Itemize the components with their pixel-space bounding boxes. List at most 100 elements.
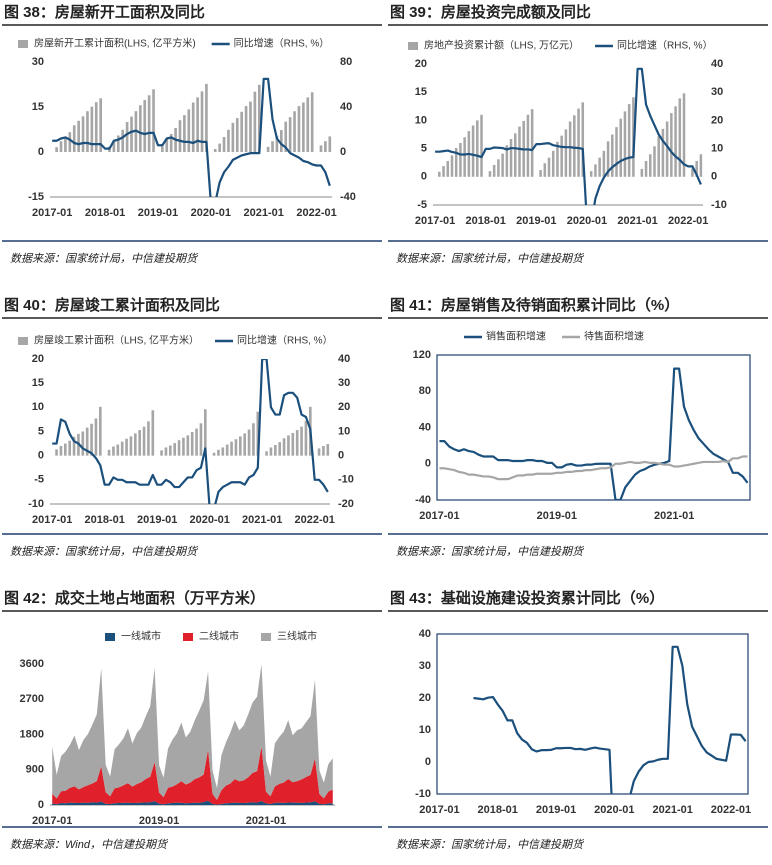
y-tick-label: 15	[32, 101, 44, 113]
bar	[178, 120, 182, 152]
line-series	[473, 645, 747, 794]
y2-tick-label: 40	[340, 101, 352, 113]
x-tick-label: 2020-01	[567, 215, 607, 227]
bar	[169, 445, 172, 456]
x-tick-label: 2021-01	[242, 514, 282, 526]
bar	[235, 118, 239, 152]
bar	[265, 451, 268, 456]
y-tick-label: 40	[419, 421, 431, 433]
y-tick-label: 120	[413, 349, 431, 361]
y-tick-label: 80	[419, 385, 431, 397]
bar	[161, 146, 164, 152]
legend-swatch	[261, 633, 271, 641]
legend-label: 二线城市	[199, 630, 239, 643]
bar	[328, 136, 332, 152]
bar	[199, 423, 203, 456]
x-tick-label: 2021-01	[617, 215, 657, 227]
plot-frame	[436, 354, 751, 501]
source-note: 数据来源：Wind，中信建投期货	[10, 838, 169, 851]
bar	[77, 120, 80, 152]
bar	[649, 154, 652, 177]
bar	[121, 129, 125, 152]
bar	[99, 98, 102, 152]
bar	[514, 133, 517, 177]
x-tick-label: 2020-01	[190, 514, 230, 526]
bar	[252, 423, 255, 456]
bar	[221, 447, 225, 456]
bar	[438, 171, 441, 177]
bar	[317, 448, 321, 456]
bar	[699, 154, 703, 177]
bar	[64, 137, 67, 152]
bar	[205, 83, 208, 152]
bar	[81, 431, 85, 456]
y-tick-label: -10	[28, 498, 44, 510]
source-note: 数据来源：国家统计局，中信建投期货	[396, 252, 585, 265]
bar	[695, 161, 698, 177]
bar	[302, 102, 305, 152]
x-tick-label: 2018-01	[478, 804, 518, 816]
bar	[271, 141, 274, 152]
bar	[543, 163, 547, 177]
bar	[142, 426, 146, 456]
plot	[473, 645, 747, 794]
bar	[256, 411, 260, 456]
bar	[564, 129, 568, 177]
area-series	[52, 746, 333, 805]
bar	[231, 122, 235, 152]
plot-frame	[436, 633, 749, 795]
bar	[116, 444, 120, 456]
x-tick-label: 2022-01	[296, 207, 336, 219]
bar	[94, 102, 98, 152]
bar	[322, 446, 325, 456]
x-tick-label: 2019-01	[537, 510, 577, 522]
bar	[497, 159, 500, 177]
bar	[280, 130, 283, 152]
source-note: 数据来源：国家统计局，中信建投期货	[396, 838, 585, 851]
legend-label: 三线城市	[277, 630, 317, 643]
bar	[691, 168, 694, 177]
bar	[619, 118, 622, 177]
bar	[107, 449, 111, 456]
bar	[177, 440, 181, 456]
bar	[183, 115, 186, 152]
bar	[225, 444, 229, 456]
x-tick-label: 2022-01	[295, 514, 335, 526]
bar	[227, 129, 230, 152]
bar	[164, 447, 168, 456]
bar	[240, 111, 243, 152]
chart-title: 图 40：房屋竣工累计面积及同比	[4, 296, 220, 314]
line-series	[435, 67, 702, 205]
bar	[191, 102, 195, 152]
y-tick-label: 15	[415, 86, 427, 98]
bar	[130, 116, 133, 152]
y2-tick-label: -10	[711, 199, 727, 211]
bar	[222, 137, 226, 152]
bar	[247, 429, 251, 456]
source-note: 数据来源：国家统计局，中信建投期货	[10, 252, 199, 265]
bar	[611, 134, 614, 177]
source-note: 数据来源：国家统计局，中信建投期货	[396, 545, 585, 558]
y-tick-label: 20	[32, 353, 44, 365]
x-tick-label: 2018-01	[466, 215, 506, 227]
x-tick-label: 2018-01	[85, 514, 125, 526]
bar	[253, 91, 257, 152]
x-tick-label: 2017-01	[32, 514, 72, 526]
y2-tick-label: 0	[711, 171, 717, 183]
y-tick-label: 5	[38, 425, 44, 437]
bar	[173, 443, 176, 456]
bar	[577, 108, 580, 177]
x-tick-label: 2022-01	[711, 804, 751, 816]
bar	[304, 420, 308, 456]
bar	[72, 125, 76, 152]
bar	[518, 126, 521, 177]
y2-tick-label: 20	[711, 114, 723, 126]
legend-label: 同比增速（RHS, %）	[237, 334, 333, 347]
bar	[200, 91, 204, 152]
bar	[243, 433, 246, 456]
bar	[90, 106, 94, 152]
bar	[64, 443, 67, 456]
legend-swatch	[18, 337, 28, 345]
x-tick-label: 2020-01	[594, 804, 634, 816]
